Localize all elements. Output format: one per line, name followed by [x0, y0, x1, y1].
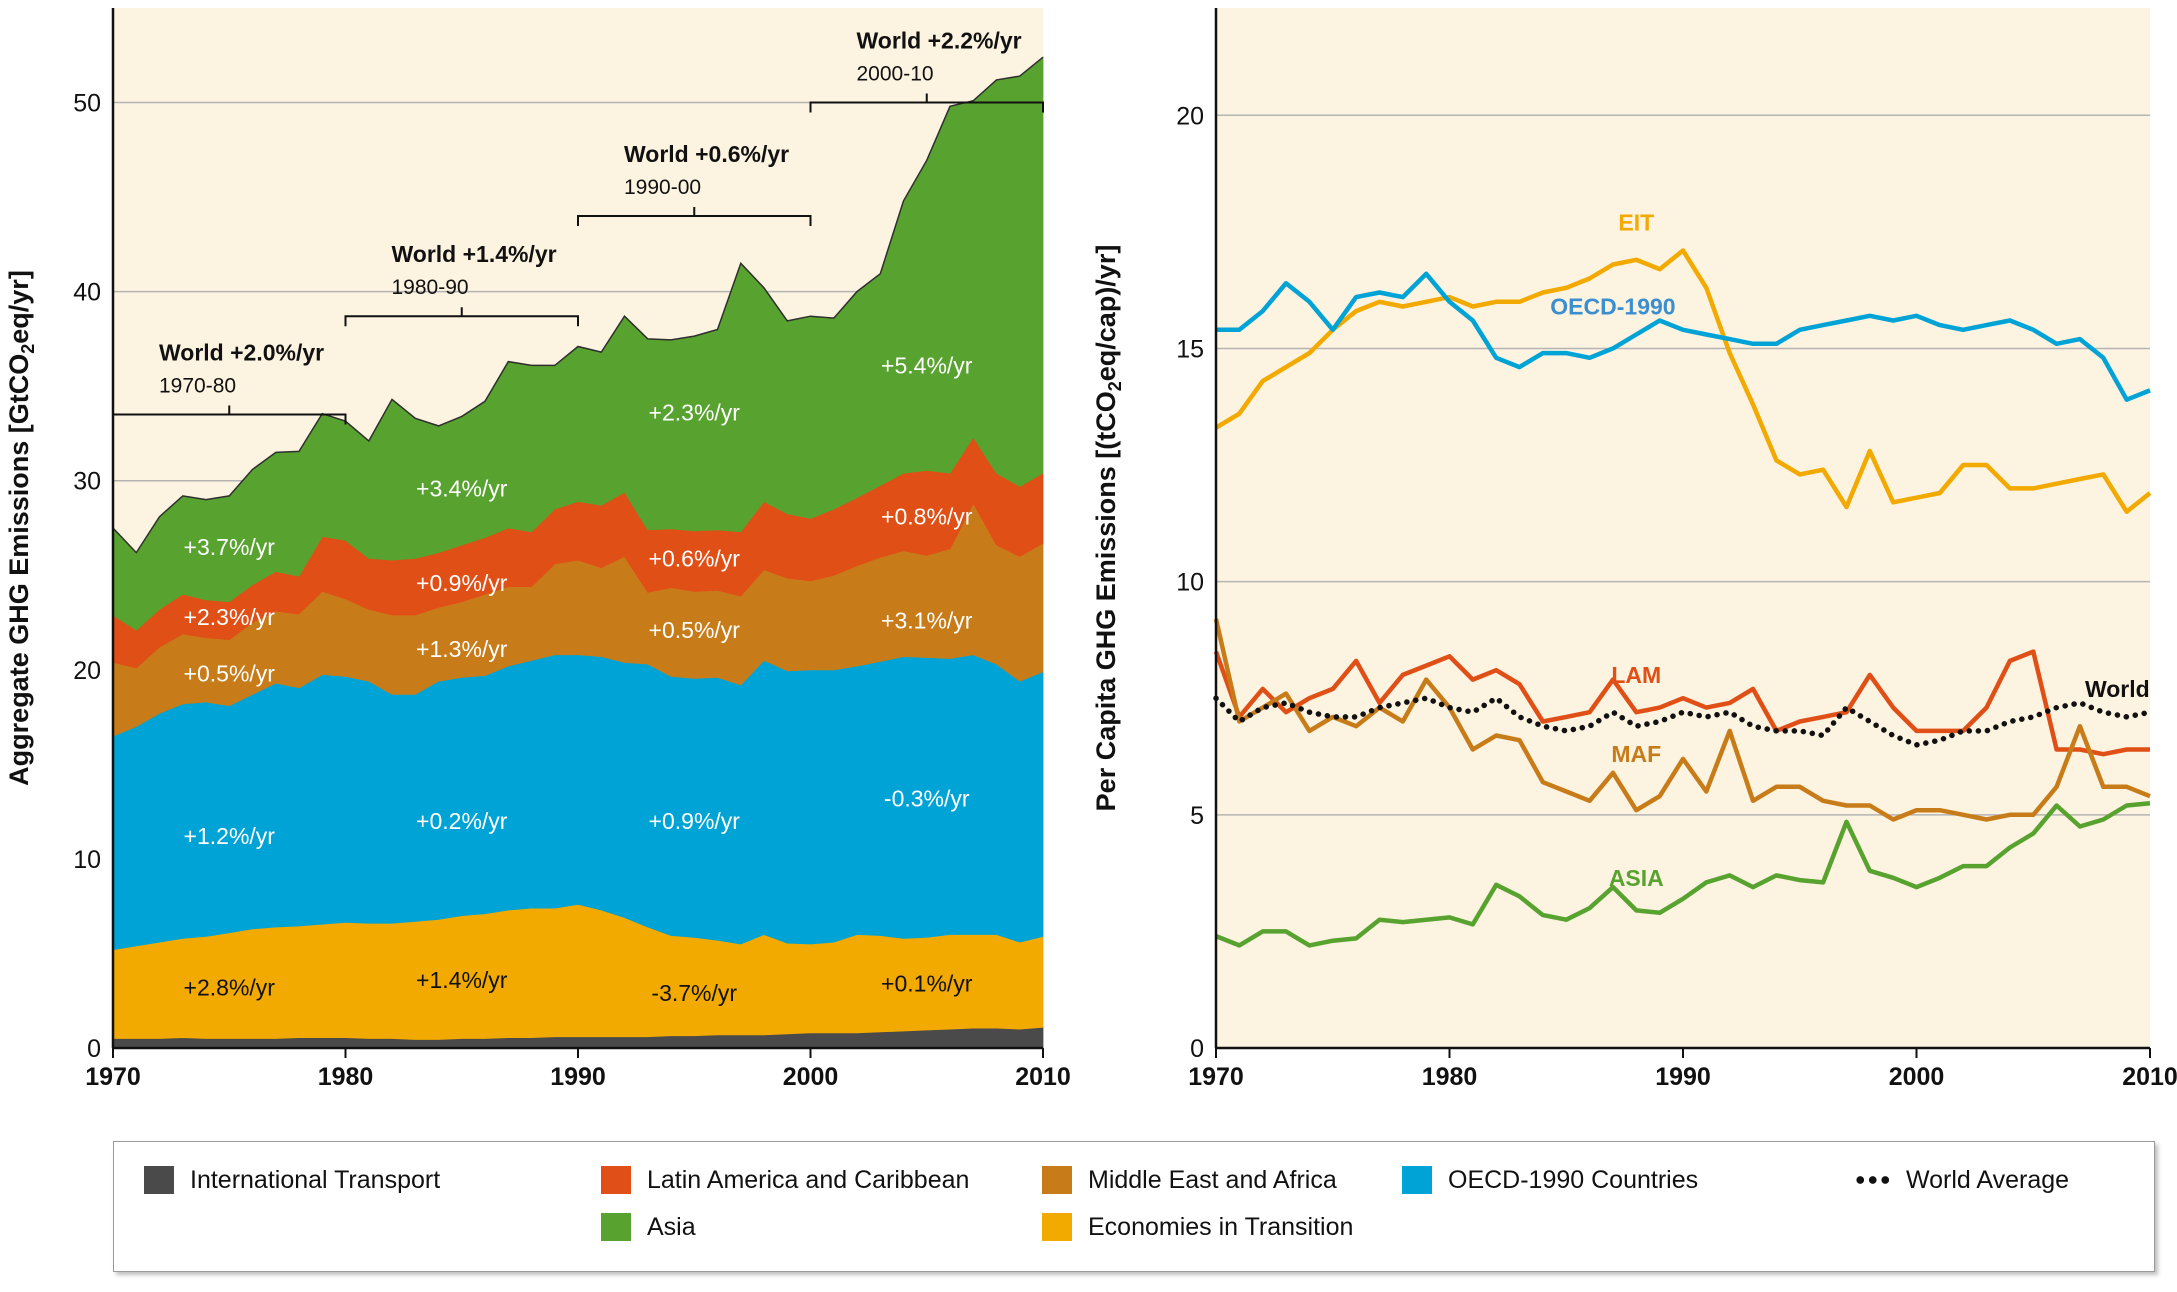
series-label-world: World	[2085, 676, 2150, 702]
y-axis-label-end: eq/cap)/yr]	[1091, 245, 1121, 382]
legend-label: World Average	[1906, 1165, 2070, 1194]
decade-bracket-period: 1990-00	[624, 176, 701, 199]
growth-rate-label: +0.8%/yr	[881, 504, 973, 530]
legend: International Transport Latin America an…	[113, 1141, 2155, 1272]
y-tick-label: 15	[1176, 335, 1204, 363]
growth-rate-label: -3.7%/yr	[651, 980, 737, 1006]
decade-bracket-title: World +2.0%/yr	[159, 340, 324, 366]
x-tick-label: 2010	[2122, 1063, 2177, 1091]
growth-rate-label: +3.1%/yr	[881, 608, 973, 634]
growth-rate-label: +1.4%/yr	[416, 967, 508, 993]
y-axis-label: Per Capita GHG Emissions [(tCO2eq/cap)/y…	[1091, 245, 1125, 812]
line-oecd-1990	[1216, 271, 2151, 402]
left-chart-panel: +3.7%/yr +2.3%/yr +0.5%/yr +1.2%/yr +2.8%/yr…	[4, 8, 1071, 1091]
swatch-asia	[601, 1213, 631, 1241]
right-chart-panel: EIT OECD-1990 LAM MAF ASIA World 1970 1980 1990 2…	[1091, 8, 2177, 1091]
x-tick-label: 1980	[318, 1063, 374, 1091]
swatch-oecd-1990	[1402, 1166, 1432, 1194]
growth-rate-label: +0.6%/yr	[649, 545, 741, 571]
x-tick-label: 1970	[1188, 1063, 1244, 1091]
y-tick-label: 10	[1176, 569, 1204, 597]
growth-rate-label: +2.8%/yr	[184, 974, 276, 1000]
legend-item-world-average: World Average	[1854, 1165, 2069, 1195]
y-tick-label: 10	[73, 846, 101, 874]
growth-rate-label: +1.3%/yr	[416, 636, 508, 662]
y-tick-label: 5	[1190, 802, 1204, 830]
y-tick-label: 50	[73, 90, 101, 118]
swatch-economies-in-transition	[1042, 1213, 1072, 1241]
x-tick-label: 1990	[1655, 1063, 1711, 1091]
series-label-eit: EIT	[1618, 210, 1654, 236]
x-tick-label: 1980	[1422, 1063, 1478, 1091]
decade-bracket	[344, 307, 579, 327]
legend-label: Asia	[647, 1212, 696, 1241]
x-tick-label: 2000	[1889, 1063, 1945, 1091]
decade-bracket-title: World +1.4%/yr	[392, 241, 557, 267]
dotted-line-swatch	[1854, 1175, 1892, 1185]
growth-rate-label: +0.1%/yr	[881, 971, 973, 997]
growth-rate-label: +0.9%/yr	[416, 570, 508, 596]
y-axis-label-end: eq/yr]	[4, 270, 34, 344]
legend-item-international-transport: International Transport	[144, 1165, 440, 1195]
swatch-latin-america	[601, 1166, 631, 1194]
decade-bracket-period: 1980-90	[392, 276, 469, 299]
series-label-maf: MAF	[1611, 741, 1661, 767]
growth-rate-label: +3.7%/yr	[184, 534, 276, 560]
line-lam	[1213, 649, 2150, 757]
legend-label: Latin America and Caribbean	[647, 1165, 970, 1194]
y-axis-label-main: Aggregate GHG Emissions [GtCO	[4, 354, 34, 786]
y-axis-label-subscript: 2	[18, 344, 38, 354]
legend-item-oecd-1990: OECD-1990 Countries	[1402, 1165, 1698, 1195]
decade-bracket-title: World +0.6%/yr	[624, 141, 789, 167]
line-world	[1213, 695, 2153, 748]
legend-item-asia: Asia	[601, 1212, 696, 1242]
decade-bracket	[809, 93, 1044, 113]
x-tick-label: 1990	[550, 1063, 606, 1091]
legend-item-middle-east-africa: Middle East and Africa	[1042, 1165, 1337, 1195]
y-tick-label: 40	[73, 279, 101, 307]
swatch-international-transport	[144, 1166, 174, 1194]
legend-item-latin-america: Latin America and Caribbean	[601, 1165, 969, 1195]
growth-rate-label: +0.5%/yr	[184, 661, 276, 687]
y-tick-label: 30	[73, 468, 101, 496]
y-tick-label: 20	[73, 657, 101, 685]
legend-label: OECD-1990 Countries	[1448, 1165, 1699, 1194]
x-tick-label: 2010	[1015, 1063, 1071, 1091]
legend-item-economies-in-transition: Economies in Transition	[1042, 1212, 1353, 1242]
y-tick-label: 0	[87, 1035, 101, 1063]
swatch-middle-east-africa	[1042, 1166, 1072, 1194]
decade-bracket-period: 2000-10	[857, 63, 934, 86]
growth-rate-label: +2.3%/yr	[649, 400, 741, 426]
total-outline	[112, 56, 1044, 554]
growth-rate-label: -0.3%/yr	[884, 785, 970, 811]
line-maf	[1213, 618, 2151, 822]
x-tick-label: 1970	[85, 1063, 141, 1091]
y-tick-label: 0	[1190, 1035, 1204, 1063]
growth-rate-label: +5.4%/yr	[881, 352, 973, 378]
growth-rate-label: +1.2%/yr	[184, 823, 276, 849]
series-label-oecd-1990: OECD-1990	[1550, 293, 1675, 319]
line-asia	[1215, 800, 2151, 948]
legend-label: International Transport	[190, 1165, 441, 1194]
plot-background	[1216, 8, 2150, 1048]
series-label-asia: ASIA	[1609, 865, 1664, 891]
growth-rate-label: +0.2%/yr	[416, 808, 508, 834]
x-tick-label: 2000	[783, 1063, 839, 1091]
growth-rate-label: +2.3%/yr	[184, 604, 276, 630]
y-axis-label-subscript: 2	[1105, 381, 1125, 391]
line-eit	[1214, 248, 2152, 514]
legend-label: Economies in Transition	[1088, 1212, 1354, 1241]
growth-rate-label: +0.9%/yr	[649, 808, 741, 834]
decade-bracket	[577, 207, 812, 226]
y-axis-label: Aggregate GHG Emissions [GtCO2eq/yr]	[4, 270, 38, 786]
decade-bracket-title: World +2.2%/yr	[857, 28, 1022, 54]
y-axis-label-main: Per Capita GHG Emissions [(tCO	[1091, 391, 1121, 811]
legend-label: Middle East and Africa	[1088, 1165, 1337, 1194]
growth-rate-label: +0.5%/yr	[649, 617, 741, 643]
series-label-lam: LAM	[1611, 662, 1661, 688]
y-tick-label: 20	[1176, 102, 1204, 130]
growth-rate-label: +3.4%/yr	[416, 475, 508, 501]
decade-bracket-period: 1970-80	[159, 375, 236, 398]
